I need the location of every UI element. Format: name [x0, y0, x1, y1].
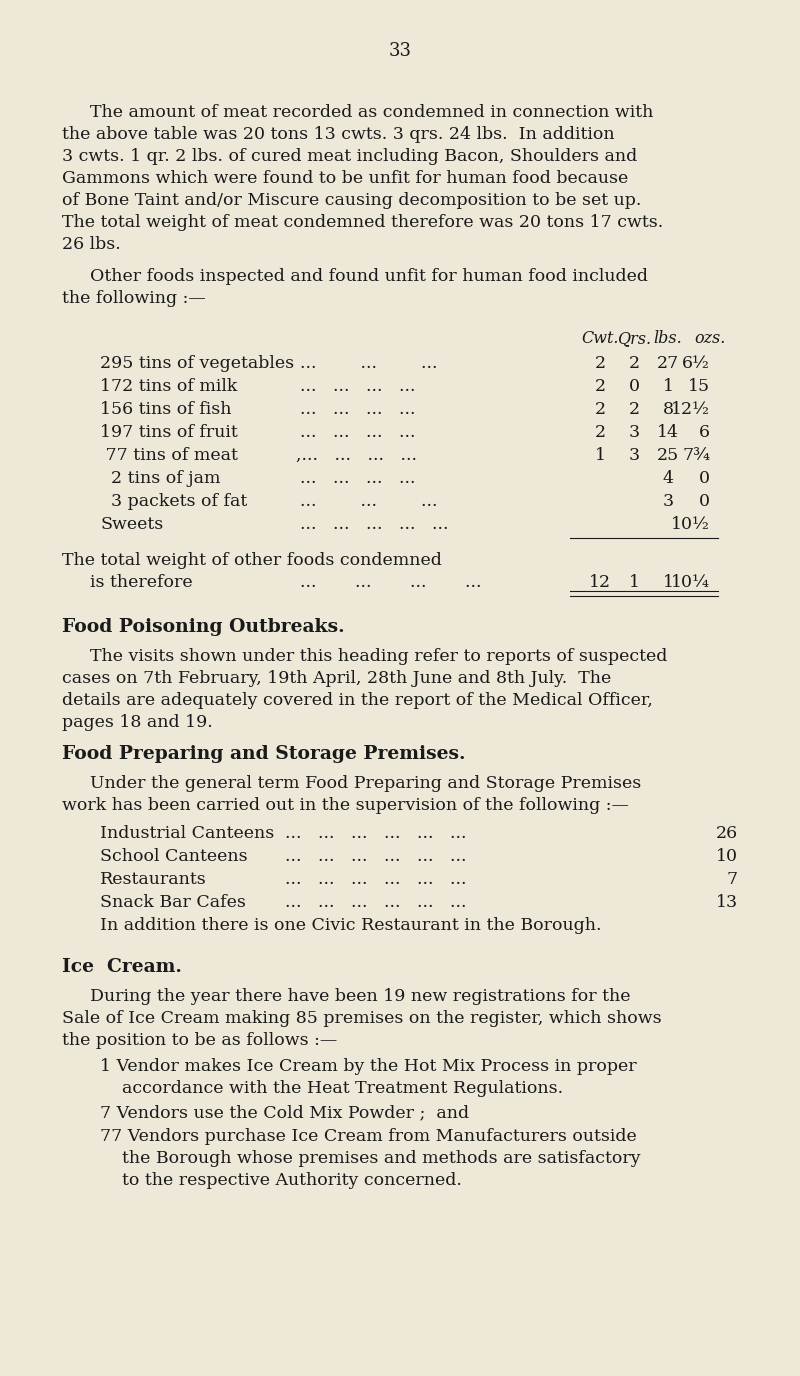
- Text: 1: 1: [662, 574, 674, 592]
- Text: Snack Bar Cafes: Snack Bar Cafes: [100, 894, 246, 911]
- Text: 156 tins of fish: 156 tins of fish: [100, 400, 231, 418]
- Text: the above table was 20 tons 13 cwts. 3 qrs. 24 lbs.  In addition: the above table was 20 tons 13 cwts. 3 q…: [62, 127, 614, 143]
- Text: Restaurants: Restaurants: [100, 871, 206, 888]
- Text: ,...   ...   ...   ...: ,... ... ... ...: [296, 447, 417, 464]
- Text: 15: 15: [688, 378, 710, 395]
- Text: 2: 2: [594, 378, 606, 395]
- Text: ...   ...   ...   ...   ...   ...: ... ... ... ... ... ...: [285, 894, 466, 911]
- Text: 1: 1: [594, 447, 606, 464]
- Text: the position to be as follows :—: the position to be as follows :—: [62, 1032, 338, 1049]
- Text: 197 tins of fruit: 197 tins of fruit: [100, 424, 238, 440]
- Text: ...   ...   ...   ...   ...: ... ... ... ... ...: [300, 516, 449, 533]
- Text: Ice  Cream.: Ice Cream.: [62, 958, 182, 976]
- Text: The amount of meat recorded as condemned in connection with: The amount of meat recorded as condemned…: [90, 105, 654, 121]
- Text: the Borough whose premises and methods are satisfactory: the Borough whose premises and methods a…: [100, 1150, 641, 1167]
- Text: 6½: 6½: [682, 355, 710, 372]
- Text: ...   ...   ...   ...   ...   ...: ... ... ... ... ... ...: [285, 871, 466, 888]
- Text: 3: 3: [662, 493, 674, 510]
- Text: ...        ...        ...: ... ... ...: [300, 355, 438, 372]
- Text: 0: 0: [699, 493, 710, 510]
- Text: Industrial Canteens: Industrial Canteens: [100, 826, 274, 842]
- Text: cases on 7th February, 19th April, 28th June and 8th July.  The: cases on 7th February, 19th April, 28th …: [62, 670, 611, 687]
- Text: 8: 8: [662, 400, 674, 418]
- Text: 4: 4: [662, 471, 674, 487]
- Text: 10½: 10½: [671, 516, 710, 533]
- Text: ...        ...        ...: ... ... ...: [300, 493, 438, 510]
- Text: 0: 0: [699, 471, 710, 487]
- Text: The total weight of meat condemned therefore was 20 tons 17 cwts.: The total weight of meat condemned there…: [62, 215, 663, 231]
- Text: 0: 0: [629, 378, 639, 395]
- Text: pages 18 and 19.: pages 18 and 19.: [62, 714, 213, 731]
- Text: 7: 7: [727, 871, 738, 888]
- Text: 25: 25: [657, 447, 679, 464]
- Text: 295 tins of vegetables: 295 tins of vegetables: [100, 355, 294, 372]
- Text: Under the general term Food Preparing and Storage Premises: Under the general term Food Preparing an…: [90, 775, 642, 793]
- Text: ...   ...   ...   ...: ... ... ... ...: [300, 471, 415, 487]
- Text: 1: 1: [629, 574, 639, 592]
- Text: 3 packets of fat: 3 packets of fat: [100, 493, 247, 510]
- Text: ...   ...   ...   ...: ... ... ... ...: [300, 378, 415, 395]
- Text: School Canteens: School Canteens: [100, 848, 248, 866]
- Text: accordance with the Heat Treatment Regulations.: accordance with the Heat Treatment Regul…: [100, 1080, 563, 1097]
- Text: 2: 2: [594, 400, 606, 418]
- Text: ...   ...   ...   ...   ...   ...: ... ... ... ... ... ...: [285, 848, 466, 866]
- Text: 3: 3: [629, 447, 639, 464]
- Text: 13: 13: [716, 894, 738, 911]
- Text: 6: 6: [699, 424, 710, 440]
- Text: 77 tins of meat: 77 tins of meat: [100, 447, 238, 464]
- Text: ...   ...   ...   ...: ... ... ... ...: [300, 424, 415, 440]
- Text: Qrs.: Qrs.: [617, 330, 651, 347]
- Text: of Bone Taint and/or Miscure causing decomposition to be set up.: of Bone Taint and/or Miscure causing dec…: [62, 193, 642, 209]
- Text: Food Poisoning Outbreaks.: Food Poisoning Outbreaks.: [62, 618, 345, 636]
- Text: 26: 26: [716, 826, 738, 842]
- Text: to the respective Authority concerned.: to the respective Authority concerned.: [100, 1172, 462, 1189]
- Text: 7¾: 7¾: [682, 447, 710, 464]
- Text: 77 Vendors purchase Ice Cream from Manufacturers outside: 77 Vendors purchase Ice Cream from Manuf…: [100, 1128, 637, 1145]
- Text: 2 tins of jam: 2 tins of jam: [100, 471, 221, 487]
- Text: ...   ...   ...   ...   ...   ...: ... ... ... ... ... ...: [285, 826, 466, 842]
- Text: lbs.: lbs.: [654, 330, 682, 347]
- Text: Other foods inspected and found unfit for human food included: Other foods inspected and found unfit fo…: [90, 268, 648, 285]
- Text: 2: 2: [629, 355, 639, 372]
- Text: 7 Vendors use the Cold Mix Powder ;  and: 7 Vendors use the Cold Mix Powder ; and: [100, 1104, 469, 1121]
- Text: 10: 10: [716, 848, 738, 866]
- Text: 172 tins of milk: 172 tins of milk: [100, 378, 238, 395]
- Text: The visits shown under this heading refer to reports of suspected: The visits shown under this heading refe…: [90, 648, 667, 665]
- Text: 2: 2: [594, 424, 606, 440]
- Text: Gammons which were found to be unfit for human food because: Gammons which were found to be unfit for…: [62, 171, 628, 187]
- Text: ...   ...   ...   ...: ... ... ... ...: [300, 400, 415, 418]
- Text: Sale of Ice Cream making 85 premises on the register, which shows: Sale of Ice Cream making 85 premises on …: [62, 1010, 662, 1026]
- Text: work has been carried out in the supervision of the following :—: work has been carried out in the supervi…: [62, 797, 629, 815]
- Text: 3 cwts. 1 qr. 2 lbs. of cured meat including Bacon, Shoulders and: 3 cwts. 1 qr. 2 lbs. of cured meat inclu…: [62, 149, 638, 165]
- Text: 27: 27: [657, 355, 679, 372]
- Text: 33: 33: [389, 43, 411, 61]
- Text: ...       ...       ...       ...: ... ... ... ...: [300, 574, 482, 592]
- Text: 2: 2: [629, 400, 639, 418]
- Text: The total weight of other foods condemned: The total weight of other foods condemne…: [62, 552, 442, 570]
- Text: 2: 2: [594, 355, 606, 372]
- Text: 12½: 12½: [671, 400, 710, 418]
- Text: the following :—: the following :—: [62, 290, 206, 307]
- Text: ozs.: ozs.: [694, 330, 726, 347]
- Text: 1: 1: [662, 378, 674, 395]
- Text: During the year there have been 19 new registrations for the: During the year there have been 19 new r…: [90, 988, 630, 1004]
- Text: 14: 14: [657, 424, 679, 440]
- Text: Cwt.: Cwt.: [582, 330, 618, 347]
- Text: 1 Vendor makes Ice Cream by the Hot Mix Process in proper: 1 Vendor makes Ice Cream by the Hot Mix …: [100, 1058, 637, 1075]
- Text: 10¼: 10¼: [671, 574, 710, 592]
- Text: In addition there is one Civic Restaurant in the Borough.: In addition there is one Civic Restauran…: [100, 916, 602, 934]
- Text: 12: 12: [589, 574, 611, 592]
- Text: details are adequately covered in the report of the Medical Officer,: details are adequately covered in the re…: [62, 692, 653, 709]
- Text: is therefore: is therefore: [90, 574, 193, 592]
- Text: Food Preparing and Storage Premises.: Food Preparing and Storage Premises.: [62, 744, 466, 764]
- Text: Sweets: Sweets: [100, 516, 163, 533]
- Text: 3: 3: [629, 424, 639, 440]
- Text: 26 lbs.: 26 lbs.: [62, 237, 121, 253]
